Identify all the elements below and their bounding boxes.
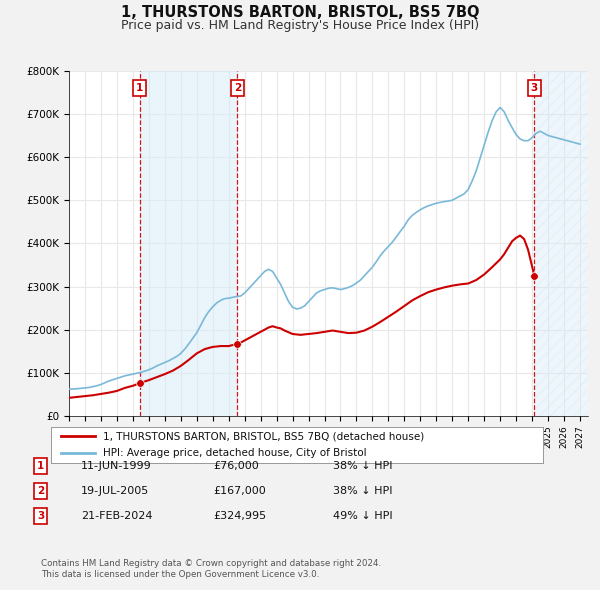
Text: 49% ↓ HPI: 49% ↓ HPI [333, 511, 392, 520]
Text: 2: 2 [37, 486, 44, 496]
Text: 11-JUN-1999: 11-JUN-1999 [81, 461, 152, 471]
Text: £76,000: £76,000 [213, 461, 259, 471]
Bar [535, 71, 588, 416]
Text: Contains HM Land Registry data © Crown copyright and database right 2024.: Contains HM Land Registry data © Crown c… [41, 559, 381, 568]
Text: 38% ↓ HPI: 38% ↓ HPI [333, 461, 392, 471]
Text: £167,000: £167,000 [213, 486, 266, 496]
Text: £324,995: £324,995 [213, 511, 266, 520]
Text: 3: 3 [531, 83, 538, 93]
Text: 21-FEB-2024: 21-FEB-2024 [81, 511, 152, 520]
Text: 38% ↓ HPI: 38% ↓ HPI [333, 486, 392, 496]
Text: 2: 2 [233, 83, 241, 93]
Text: 1, THURSTONS BARTON, BRISTOL, BS5 7BQ: 1, THURSTONS BARTON, BRISTOL, BS5 7BQ [121, 5, 479, 19]
Text: HPI: Average price, detached house, City of Bristol: HPI: Average price, detached house, City… [103, 448, 366, 458]
Text: This data is licensed under the Open Government Licence v3.0.: This data is licensed under the Open Gov… [41, 571, 319, 579]
Bar [140, 71, 238, 416]
Text: 1, THURSTONS BARTON, BRISTOL, BS5 7BQ (detached house): 1, THURSTONS BARTON, BRISTOL, BS5 7BQ (d… [103, 431, 424, 441]
Text: 3: 3 [37, 511, 44, 520]
Text: 1: 1 [136, 83, 143, 93]
Text: 19-JUL-2005: 19-JUL-2005 [81, 486, 149, 496]
Text: 1: 1 [37, 461, 44, 471]
Text: Price paid vs. HM Land Registry's House Price Index (HPI): Price paid vs. HM Land Registry's House … [121, 19, 479, 32]
